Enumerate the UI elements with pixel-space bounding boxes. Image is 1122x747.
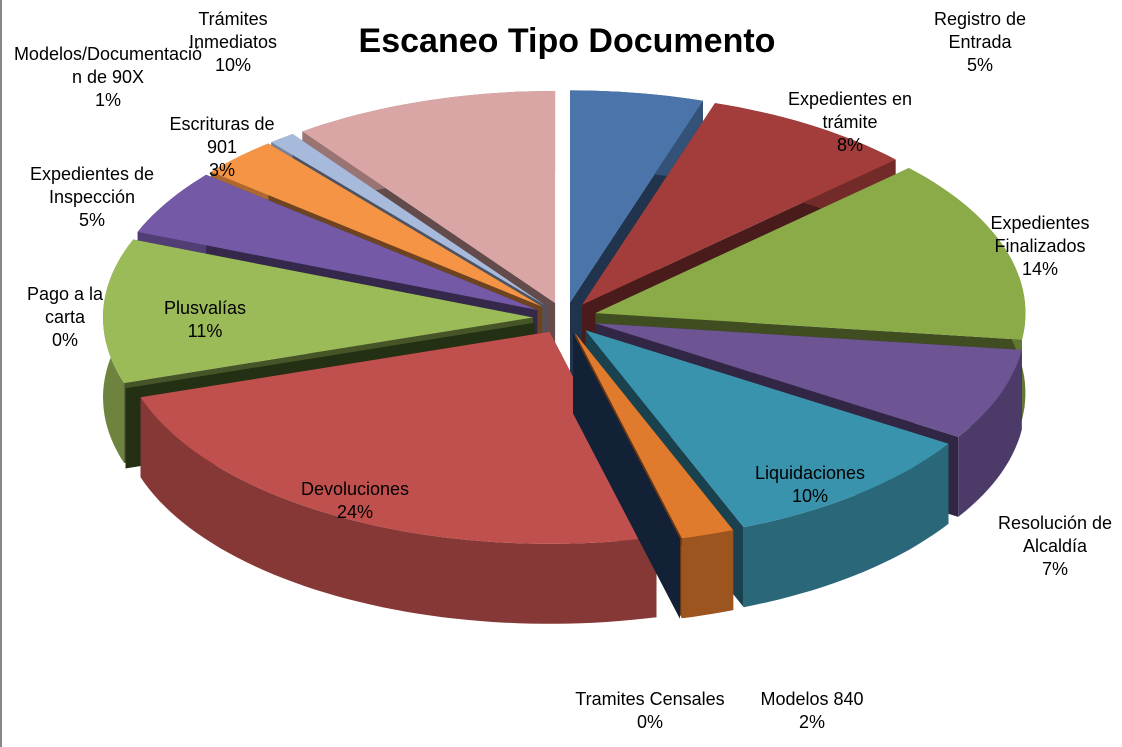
slice-wall — [958, 349, 1022, 517]
slice-value-label: 1% — [94, 90, 121, 110]
slice-label: Plusvalías — [163, 298, 247, 318]
slice-top — [211, 143, 543, 307]
slice-top — [137, 174, 538, 310]
slice-label: Expedientes en trámite — [787, 89, 913, 132]
slice-value-label: 11% — [187, 321, 223, 341]
slice-value-label: 0% — [51, 330, 78, 350]
slice-value-label: 24% — [336, 502, 374, 522]
slice-label: Tramites Censales — [575, 689, 725, 709]
slice-value-label: 2% — [798, 712, 825, 732]
slice-label: Escrituras de 901 — [169, 114, 275, 157]
slice-label: Trámites Inmediatos — [188, 9, 278, 52]
slice-top — [125, 322, 535, 389]
slice-top — [595, 168, 1026, 340]
slice-top — [595, 323, 1022, 437]
slice-label: Registro de Entrada — [933, 9, 1027, 52]
slice-label: Expedientes Finalizados — [990, 213, 1090, 256]
slice-top — [570, 90, 703, 303]
slice-wall — [140, 397, 657, 624]
slice-top — [582, 103, 896, 305]
slice-top — [140, 331, 657, 544]
slice-value-label: 14% — [1021, 259, 1059, 279]
slice-top — [103, 239, 533, 383]
slice-label: Liquidaciones — [754, 463, 866, 483]
slice-label: Modelos 840 — [760, 689, 864, 709]
slice-label: Devoluciones — [300, 479, 410, 499]
slice-value-label: 0% — [636, 712, 663, 732]
slice-top — [585, 330, 949, 528]
chart-title: Escaneo Tipo Documento — [358, 22, 776, 60]
slice-label: Expedientes de Inspección — [29, 164, 155, 207]
slice-value-label: 3% — [208, 160, 235, 180]
slice-value-label: 8% — [836, 135, 863, 155]
slice-value-label: 10% — [791, 486, 829, 506]
slice-value-label: 5% — [966, 55, 993, 75]
slice-value-label: 5% — [78, 210, 105, 230]
slice-top — [302, 91, 556, 303]
slice-label: Pago a la carta — [26, 284, 104, 327]
slice-value-label: 10% — [214, 55, 252, 75]
slice-top — [271, 134, 546, 306]
slice-side — [573, 333, 680, 619]
slice-top — [574, 333, 734, 539]
slice-label: Resolución de Alcaldía — [997, 513, 1113, 556]
slice-wall — [681, 530, 734, 619]
slice-wall — [743, 443, 949, 608]
slice-value-label: 7% — [1041, 559, 1068, 579]
slice-label: Modelos/Documentación de 90X — [13, 44, 203, 87]
